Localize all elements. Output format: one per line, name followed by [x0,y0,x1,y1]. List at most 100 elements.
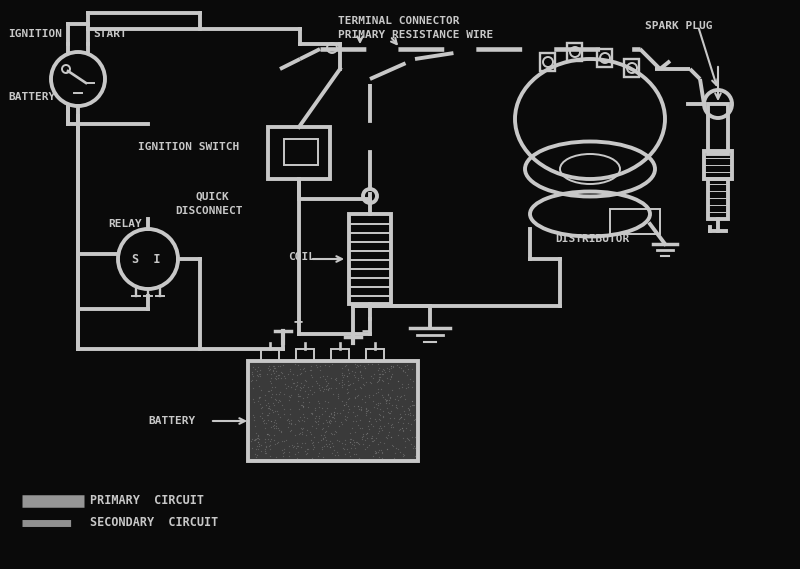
Point [302,445,314,454]
Point [262,387,275,396]
Point [377,438,390,447]
Point [286,440,298,450]
Point [306,422,318,431]
Point [262,411,274,420]
Point [257,417,270,426]
Point [381,434,394,443]
Point [367,436,380,445]
Point [325,417,338,426]
Point [348,450,361,459]
Point [322,361,335,370]
Bar [284,139,318,165]
Point [367,402,380,411]
Point [378,365,391,374]
Bar [331,349,349,361]
Point [270,396,282,405]
Point [312,420,325,429]
Point [321,398,334,407]
Point [258,446,271,455]
Point [269,407,282,416]
Text: QUICK: QUICK [195,192,229,202]
Point [310,360,322,369]
Point [250,444,262,453]
Point [275,436,288,446]
Point [338,450,351,459]
Point [266,408,279,417]
Bar [248,361,418,461]
Point [290,381,302,390]
Point [338,400,350,409]
Point [340,444,353,453]
Point [406,376,419,385]
Point [246,369,258,378]
Point [322,384,335,393]
Point [342,387,355,397]
Point [262,403,275,412]
Point [304,385,317,394]
Point [394,413,407,422]
Point [270,453,282,462]
Point [292,389,305,398]
Point [370,447,382,456]
Point [297,401,310,410]
Point [294,413,306,422]
Point [291,397,304,406]
Point [349,411,362,420]
Point [253,393,266,402]
Point [386,385,398,394]
Point [254,365,266,374]
Point [246,375,258,384]
Point [247,412,260,421]
Point [259,438,272,447]
Point [362,360,374,369]
Point [269,416,282,425]
Point [288,430,301,439]
Point [246,443,258,452]
Point [326,430,338,439]
Point [294,400,307,409]
Point [301,449,314,458]
Point [387,442,400,451]
Point [290,439,303,448]
Point [288,449,301,458]
Point [345,434,358,443]
Point [315,425,328,434]
Point [251,434,264,443]
Point [283,447,296,456]
Point [298,375,311,384]
Point [248,434,261,443]
Point [315,444,328,453]
Point [335,364,348,373]
Point [265,369,278,378]
Point [351,391,364,400]
Point [374,384,387,393]
Point [362,421,374,430]
Point [269,364,282,373]
Point [312,417,325,426]
Point [395,402,408,411]
Point [309,414,322,423]
Point [251,444,264,453]
Point [287,441,300,450]
Point [264,392,277,401]
Point [350,362,362,372]
Point [278,444,290,453]
Point [320,441,333,450]
Point [313,411,326,420]
Point [294,378,307,387]
Point [298,447,311,456]
Point [327,446,340,455]
Point [271,438,284,447]
Point [252,370,265,379]
Bar [567,43,582,61]
Point [266,398,279,407]
Point [406,400,418,409]
Point [356,373,369,382]
Point [403,406,416,415]
Point [351,438,364,447]
Point [323,419,336,428]
Point [326,413,338,422]
Point [397,407,410,416]
Point [262,365,275,374]
Point [318,431,330,440]
